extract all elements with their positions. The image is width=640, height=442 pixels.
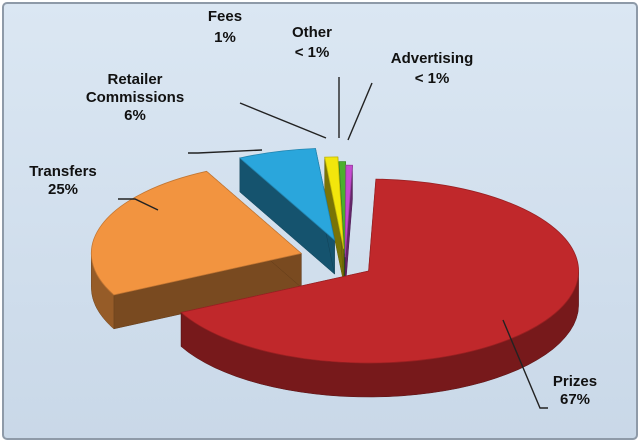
leader-line-prizes	[502, 319, 548, 409]
slice-gaming-vendor-fees	[324, 156, 345, 249]
leader-lines	[118, 77, 548, 409]
slice-transfers	[90, 170, 303, 296]
slice-label-other: Other < 1%	[292, 24, 332, 61]
slice-label-gaming-vendor-fees: GamingVendorFees1%	[197, 0, 253, 46]
slice-prizes	[180, 178, 579, 364]
slice-advertising	[344, 164, 353, 258]
slice-label-advertising: Advertising < 1%	[391, 50, 474, 87]
slice-other	[338, 161, 347, 254]
slice-retailer-commissions	[238, 148, 336, 242]
leader-line-transfers	[118, 198, 159, 211]
leader-line-retailer-commissions	[188, 149, 263, 154]
slice-label-transfers: Transfers 25%	[29, 163, 97, 198]
leader-line-advertising	[347, 82, 373, 141]
slice-tops	[90, 148, 579, 364]
leader-line-gaming-vendor-fees	[239, 102, 327, 139]
slice-label-retailer-commissions: Retailer Commissions 6%	[86, 71, 184, 124]
slice-labels: Prizes 67% Transfers 25% Retailer Commissions…	[29, 0, 597, 408]
slice-label-prizes: Prizes 67%	[553, 373, 597, 408]
